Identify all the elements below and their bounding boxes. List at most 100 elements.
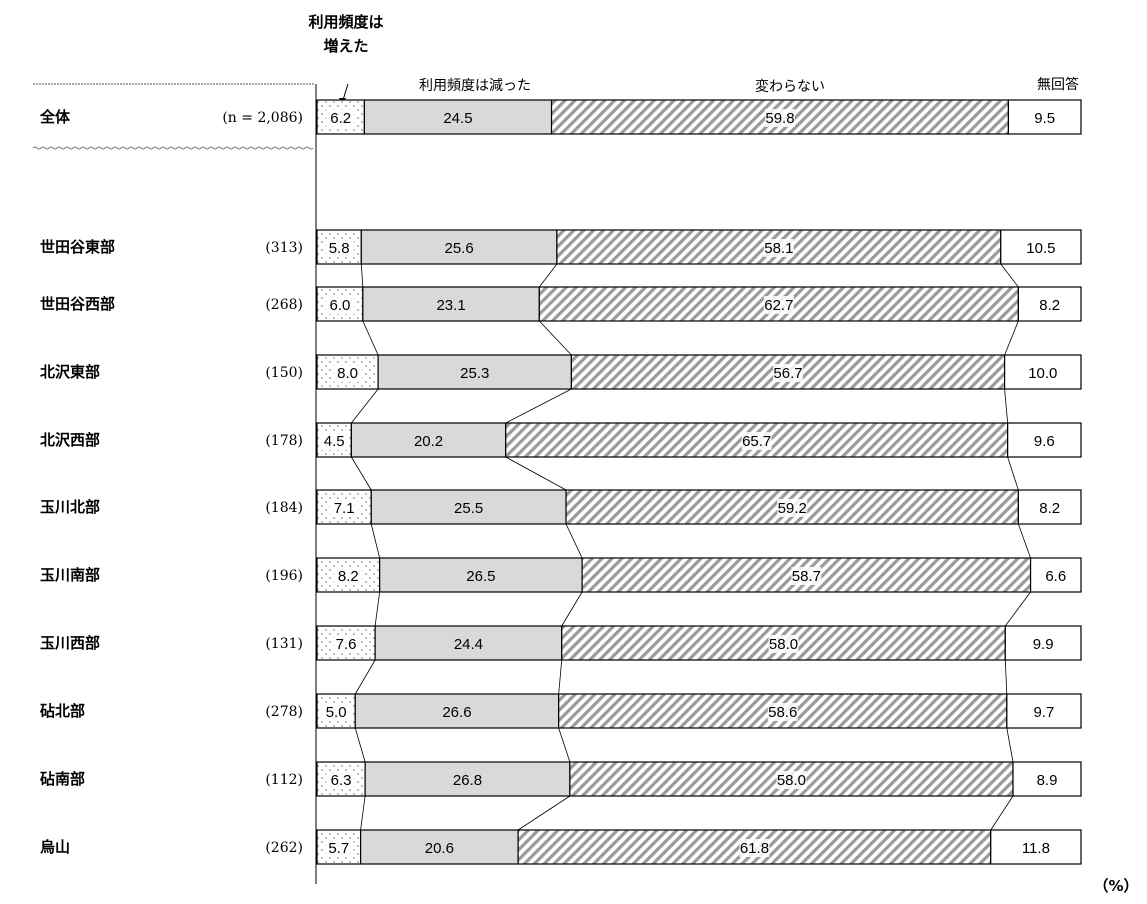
data-label: 20.2 [414,433,443,450]
data-label-bg [321,703,352,721]
data-label: 62.7 [764,297,793,314]
data-label: 5.7 [328,840,349,857]
connector-line [517,795,571,831]
row-label: 世田谷西部 [40,295,115,313]
data-label: 9.9 [1033,636,1054,653]
data-label: 58.0 [769,636,798,653]
bar-segment [370,489,567,525]
data-label: 58.7 [792,568,821,585]
row-n: (131) [265,636,303,652]
data-label: 8.2 [1039,297,1060,314]
connector-line [351,388,379,424]
data-label-bg [741,432,772,450]
bar-segment [374,625,563,661]
connector-line [561,591,583,627]
connector-line [539,263,558,288]
data-label: 25.6 [445,240,474,257]
legend: 利用頻度は 増えた 利用頻度は減った 変わらない 無回答 [308,13,1079,104]
connector-line [1017,523,1031,559]
bar-segment [1004,625,1082,661]
data-label: 59.2 [778,500,807,517]
connector-line [1000,263,1019,288]
data-label: 26.6 [442,704,471,721]
connector-line [374,591,381,627]
connector-line [1004,591,1031,627]
row-label: 世田谷東部 [40,238,115,256]
connector-line [990,795,1014,831]
data-label: 6.3 [331,772,352,789]
row-label: 烏山 [40,838,70,856]
connector-line [505,388,572,424]
data-label: 25.5 [454,500,483,517]
data-label: 61.8 [740,840,769,857]
connector-line [360,795,366,831]
legend-unchanged: 変わらない [755,78,825,95]
row-n: (278) [265,704,303,720]
legend-increased-line2: 増えた [323,37,368,55]
data-label: 6.2 [330,110,351,127]
bar-segment [359,829,519,865]
data-label: 56.7 [773,365,802,382]
bar-segment [364,761,571,797]
bar-segment [1017,286,1082,322]
bar-segment [565,489,1019,525]
data-label-bg [329,499,360,517]
data-label: 8.0 [337,365,358,382]
row-label: 玉川南部 [40,566,100,584]
connector-line [354,659,376,695]
data-label: 26.5 [466,568,495,585]
data-label: 58.6 [768,704,797,721]
data-label: 9.5 [1034,110,1055,127]
connector-line [362,320,379,356]
data-label-bg [763,239,794,257]
row-n: (112) [265,772,303,788]
data-label: 11.8 [1022,840,1050,857]
bar-segment [1007,422,1082,458]
connector-line [351,456,372,491]
row-n: (313) [265,240,303,256]
data-label-bg [333,567,364,585]
data-label: 8.2 [338,568,359,585]
legend-increased-line1: 利用頻度は [308,13,383,31]
connector-line [1004,320,1019,356]
bar-row: 北沢西部 (178) 4.5 20.2 65.7 9.6 [40,422,1082,458]
data-label-bg [325,109,356,127]
bar-segment [1029,557,1082,593]
bar-segment [379,557,583,593]
data-label: 20.6 [425,840,454,857]
row-label: 砧北部 [40,702,85,720]
data-label-bg [324,296,355,314]
data-label-bg [331,635,362,653]
connector-line [354,727,366,763]
row-label: 砧南部 [40,770,85,788]
row-label: 玉川西部 [40,634,100,652]
data-label: 58.1 [764,240,793,257]
bar-segment [1007,99,1082,135]
connector-line [1006,727,1014,763]
data-label-bg [739,839,770,857]
data-label: 9.7 [1033,704,1054,721]
row-label: 北沢東部 [40,363,100,381]
bar-row: 全体 (n = 2,086) 6.2 24.5 59.8 9.5 [39,99,1082,135]
row-n: (184) [265,500,303,516]
data-label-bg [768,635,799,653]
bar-row: 玉川西部 (131) 7.6 24.4 58.0 9.9 [40,625,1082,661]
bar-row: 世田谷西部 (268) 6.0 23.1 62.7 8.2 [40,286,1082,322]
bar-row: 砧北部 (278) 5.0 26.6 58.6 9.7 [40,693,1082,729]
row-label: 玉川北部 [40,498,100,516]
bar-segment [517,829,992,865]
data-label-bg [764,109,795,127]
row-n: (196) [265,568,303,584]
connector-line [1004,388,1009,424]
legend-decreased: 利用頻度は減った [419,77,531,94]
bar-row: 玉川北部 (184) 7.1 25.5 59.2 8.2 [40,489,1082,525]
connector-line [558,659,563,695]
data-label-bg [763,296,794,314]
data-label-bg [332,364,363,382]
row-n: (n = 2,086) [222,110,303,126]
data-label: 7.1 [334,500,355,517]
bar-row: 砧南部 (112) 6.3 26.8 58.0 8.9 [40,761,1082,797]
data-label: 8.2 [1039,500,1060,517]
connector-lines [351,263,1031,831]
